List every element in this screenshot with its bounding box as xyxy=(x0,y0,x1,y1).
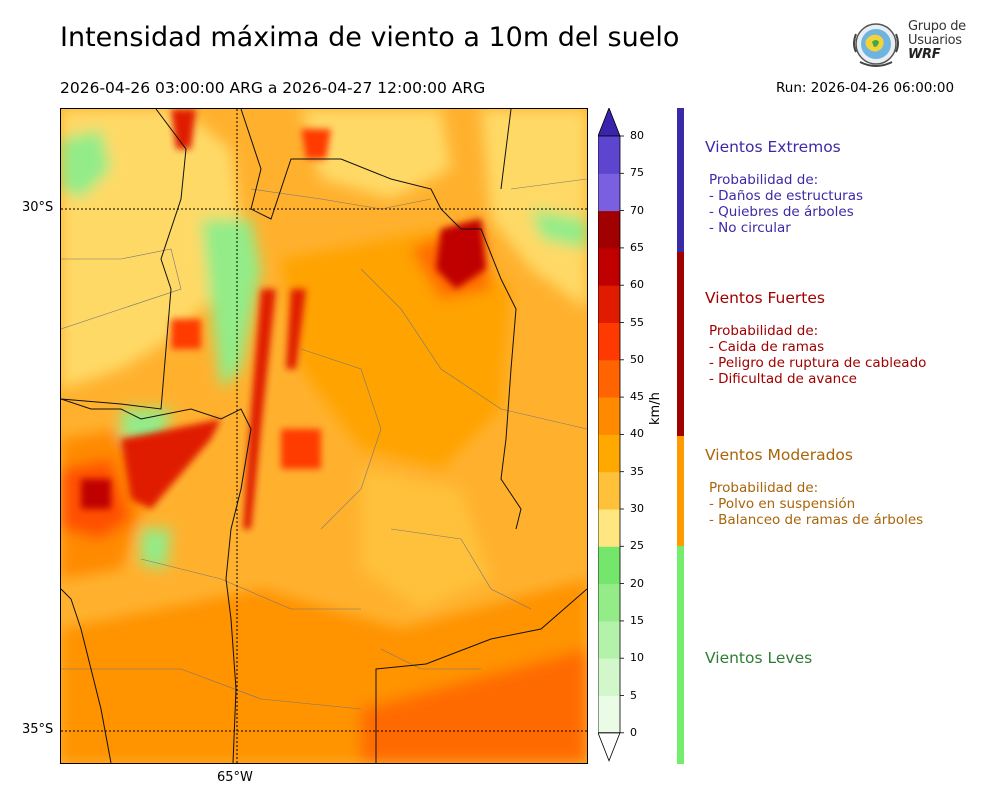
colorbar-tick-label: 10 xyxy=(630,651,644,665)
globe-icon xyxy=(853,23,899,67)
category-title-moderados: Vientos Moderados xyxy=(705,446,853,464)
colorbar-unit: km/h xyxy=(648,392,663,425)
category-desc-moderados: Probabilidad de: - Polvo en suspensión -… xyxy=(709,480,923,528)
category-desc-line: - Quiebres de árboles xyxy=(709,204,854,220)
colorbar-segment xyxy=(598,285,620,323)
grupo-usuarios-wrf-logo: Grupo de Usuarios WRF xyxy=(848,18,978,72)
logo-text: Grupo de Usuarios WRF xyxy=(908,20,966,62)
colorbar-tick-label: 65 xyxy=(630,240,644,254)
category-desc-line: - Polvo en suspensión xyxy=(709,496,856,512)
colorbar-tick-label: 25 xyxy=(630,539,644,553)
colorbar xyxy=(597,106,658,768)
category-bar-extremos xyxy=(677,108,684,252)
colorbar-tick-label: 5 xyxy=(630,688,637,702)
logo-line-1: Grupo de xyxy=(908,19,966,34)
colorbar-segment xyxy=(598,620,620,659)
colorbar-segment xyxy=(598,136,620,174)
lat-label-30s: 30°S xyxy=(22,200,54,215)
colorbar-segment xyxy=(598,434,620,473)
colorbar-svg xyxy=(597,106,624,762)
colorbar-tick-label: 30 xyxy=(630,502,644,515)
colorbar-tick-label: 75 xyxy=(630,166,644,180)
wind-map xyxy=(60,108,588,764)
colorbar-segment xyxy=(598,546,620,585)
category-desc-line: - No circular xyxy=(709,220,791,236)
colorbar-segment xyxy=(598,247,620,286)
category-title-leves: Vientos Leves xyxy=(705,649,813,667)
colorbar-tick-label: 20 xyxy=(630,576,644,590)
lat-label-35s: 35°S xyxy=(22,722,54,737)
category-desc-line: - Caida de ramas xyxy=(709,339,825,355)
colorbar-extend-top xyxy=(597,106,621,137)
category-desc-line: Probabilidad de: xyxy=(709,172,819,188)
colorbar-tick-label: 70 xyxy=(630,203,644,217)
category-desc-extremos: Probabilidad de: - Daños de estructuras … xyxy=(709,172,863,236)
colorbar-segment xyxy=(598,173,620,212)
category-desc-line: Probabilidad de: xyxy=(709,323,819,339)
wind-field-svg xyxy=(60,108,588,764)
lon-label-65w: 65°W xyxy=(217,770,253,785)
colorbar-tick-label: 15 xyxy=(630,613,644,627)
colorbar-tick-label: 60 xyxy=(630,278,644,292)
colorbar-tick-label: 50 xyxy=(630,352,644,366)
category-bar-moderados xyxy=(677,436,684,546)
colorbar-segment xyxy=(598,695,620,734)
category-desc-line: - Peligro de ruptura de cableado xyxy=(709,355,927,371)
colorbar-tick-label: 55 xyxy=(630,315,644,329)
colorbar-segment xyxy=(598,322,620,361)
page-title: Intensidad máxima de viento a 10m del su… xyxy=(60,22,680,53)
colorbar-segment xyxy=(598,509,620,547)
colorbar-tick-label: 40 xyxy=(630,427,644,441)
category-desc-line: Probabilidad de: xyxy=(709,480,819,496)
colorbar-tick-label: 80 xyxy=(630,129,644,142)
category-title-fuertes: Vientos Fuertes xyxy=(705,289,825,307)
category-bar-leves xyxy=(677,546,684,764)
category-desc-line: - Daños de estructuras xyxy=(709,188,864,204)
category-desc-line: - Balanceo de ramas de árboles xyxy=(709,512,924,528)
colorbar-segment xyxy=(598,583,620,622)
category-title-extremos: Vientos Extremos xyxy=(705,138,841,156)
colorbar-tick-label: 45 xyxy=(630,390,644,404)
run-label: Run: 2026-04-26 06:00:00 xyxy=(776,80,955,96)
logo-line-2: Usuarios xyxy=(908,33,962,48)
category-desc-line: - Dificultad de avance xyxy=(709,371,857,387)
logo-line-3: WRF xyxy=(908,47,941,62)
colorbar-tick-label: 35 xyxy=(630,464,644,478)
category-desc-fuertes: Probabilidad de: - Caida de ramas - Peli… xyxy=(709,323,926,387)
colorbar-segment xyxy=(598,359,620,398)
colorbar-segment xyxy=(598,658,620,696)
colorbar-extend-bottom xyxy=(597,732,621,762)
category-bar-fuertes xyxy=(677,252,684,436)
colorbar-segment xyxy=(598,471,620,510)
period-subtitle: 2026-04-26 03:00:00 ARG a 2026-04-27 12:… xyxy=(60,79,486,97)
colorbar-segment xyxy=(598,397,620,435)
colorbar-segment xyxy=(598,210,620,249)
colorbar-tick-label: 0 xyxy=(630,725,637,739)
